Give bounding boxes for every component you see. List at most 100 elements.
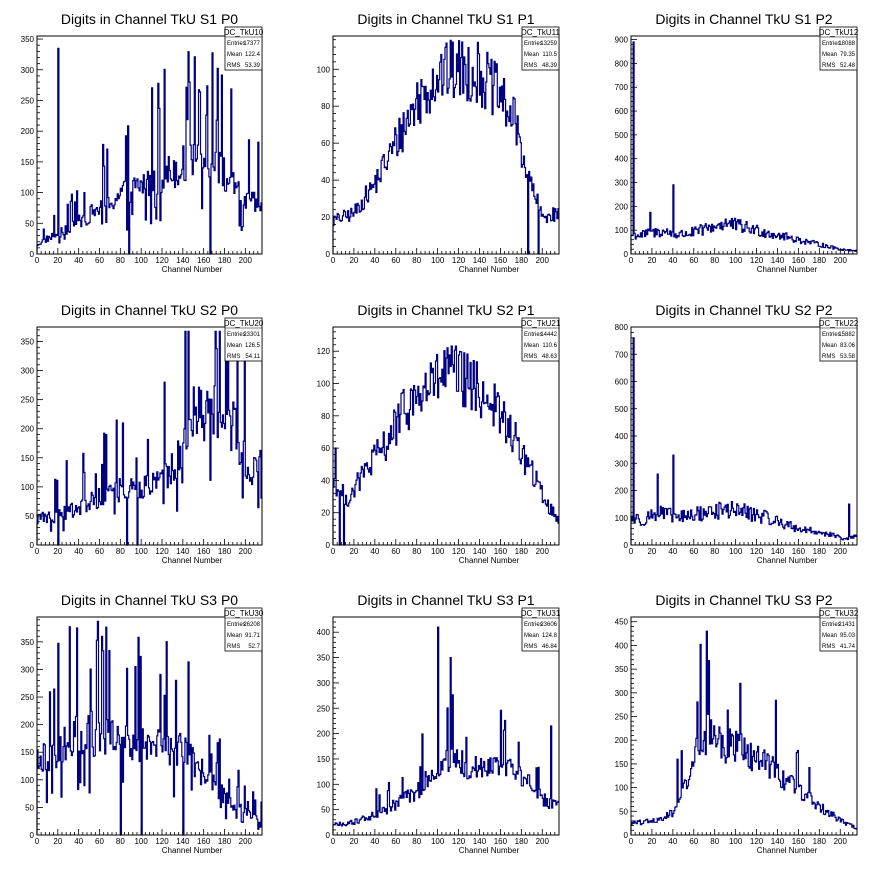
histogram-line (332, 626, 559, 835)
x-tick-label: 160 (792, 837, 806, 846)
x-tick-label: 140 (473, 256, 487, 265)
x-tick-label: 180 (515, 547, 529, 556)
x-tick-label: 200 (239, 256, 253, 265)
x-tick-label: 100 (134, 547, 148, 556)
stats-histogram-name: DC_TkU30 (224, 609, 264, 618)
x-tick-label: 140 (176, 256, 190, 265)
x-tick-label: 200 (834, 547, 848, 556)
x-tick-label: 160 (197, 837, 211, 846)
stats-label: Mean (822, 52, 837, 58)
x-tick-label: 20 (349, 256, 358, 265)
x-tick-label: 140 (176, 547, 190, 556)
x-tick-label: 100 (431, 547, 445, 556)
y-tick-label: 60 (321, 139, 330, 148)
y-tick-label: 300 (615, 179, 629, 188)
y-tick-label: 100 (615, 514, 629, 523)
y-tick-label: 100 (21, 483, 35, 492)
x-tick-label: 0 (629, 837, 634, 846)
y-tick-label: 100 (615, 226, 629, 235)
stats-value: 126.5 (245, 343, 261, 349)
stats-value: 23606 (540, 622, 557, 628)
x-tick-label: 180 (813, 837, 827, 846)
y-tick-label: 700 (615, 350, 629, 359)
stats-label: RMS (227, 63, 240, 69)
x-tick-label: 140 (473, 547, 487, 556)
x-tick-label: 40 (74, 256, 83, 265)
stats-label: RMS (524, 644, 537, 650)
stats-label: Mean (227, 52, 242, 58)
stats-label: RMS (822, 354, 835, 360)
y-tick-label: 100 (317, 780, 331, 789)
stats-value: 48.39 (542, 63, 558, 69)
y-tick-label: 350 (21, 338, 35, 347)
panel-title: Digits in Channel TkU S1 P1 (357, 11, 534, 27)
stats-value: 95.03 (840, 633, 856, 639)
y-tick-label: 400 (615, 432, 629, 441)
y-tick-label: 50 (25, 803, 34, 812)
stats-value: 52.48 (840, 63, 856, 69)
stats-label: Entries (227, 41, 246, 47)
x-tick-label: 140 (771, 837, 785, 846)
y-tick-label: 300 (615, 459, 629, 468)
stats-value: 26208 (243, 622, 260, 628)
stats-label: RMS (524, 354, 537, 360)
stats-label: RMS (227, 644, 240, 650)
stats-value: 15882 (838, 332, 855, 338)
x-tick-label: 60 (95, 547, 104, 556)
x-tick-label: 80 (412, 256, 421, 265)
y-tick-label: 300 (21, 665, 35, 674)
x-tick-label: 0 (35, 837, 40, 846)
stats-label: RMS (227, 354, 240, 360)
y-tick-label: 450 (615, 618, 629, 627)
x-tick-label: 40 (74, 547, 83, 556)
y-tick-label: 20 (321, 213, 330, 222)
stats-value: 48.63 (542, 354, 558, 360)
stats-histogram-name: DC_TkU11 (521, 28, 561, 37)
y-tick-label: 100 (615, 784, 629, 793)
y-tick-label: 900 (615, 36, 629, 45)
panel-title: Digits in Channel TkU S1 P0 (61, 11, 238, 27)
y-tick-label: 0 (30, 250, 35, 259)
stats-value: 18088 (838, 41, 855, 47)
stats-histogram-name: DC_TkU10 (224, 28, 264, 37)
x-tick-label: 200 (536, 256, 550, 265)
x-tick-label: 180 (218, 256, 232, 265)
stats-label: Entries (524, 41, 543, 47)
stats-label: Mean (524, 52, 539, 58)
y-tick-label: 300 (21, 66, 35, 75)
stats-value: 14442 (540, 332, 557, 338)
x-tick-label: 100 (134, 256, 148, 265)
x-tick-label: 100 (431, 837, 445, 846)
y-tick-label: 250 (21, 693, 35, 702)
y-tick-label: 350 (21, 35, 35, 44)
y-tick-label: 20 (321, 509, 330, 518)
x-tick-label: 120 (155, 547, 169, 556)
stats-label: Mean (524, 633, 539, 639)
y-tick-label: 0 (326, 250, 331, 259)
y-tick-label: 120 (317, 347, 331, 356)
x-tick-label: 40 (370, 547, 379, 556)
x-tick-label: 60 (689, 547, 698, 556)
x-tick-label: 140 (771, 256, 785, 265)
x-tick-label: 60 (95, 256, 104, 265)
x-tick-label: 140 (771, 547, 785, 556)
x-tick-label: 80 (116, 837, 125, 846)
stats-value: 46.84 (542, 644, 558, 650)
stats-histogram-name: DC_TkU31 (521, 609, 561, 618)
x-tick-label: 60 (391, 256, 400, 265)
histogram-line (36, 47, 262, 255)
y-tick-label: 150 (615, 760, 629, 769)
panel-title: Digits in Channel TkU S3 P0 (61, 592, 238, 608)
y-tick-label: 150 (21, 748, 35, 757)
x-axis-label: Channel Number (459, 265, 520, 274)
stats-value: 110.5 (542, 52, 557, 58)
stats-label: RMS (524, 63, 537, 69)
x-tick-label: 0 (35, 547, 40, 556)
stats-value: 21431 (838, 622, 855, 628)
y-tick-label: 40 (321, 476, 330, 485)
x-tick-label: 120 (155, 837, 169, 846)
x-tick-label: 0 (331, 837, 336, 846)
